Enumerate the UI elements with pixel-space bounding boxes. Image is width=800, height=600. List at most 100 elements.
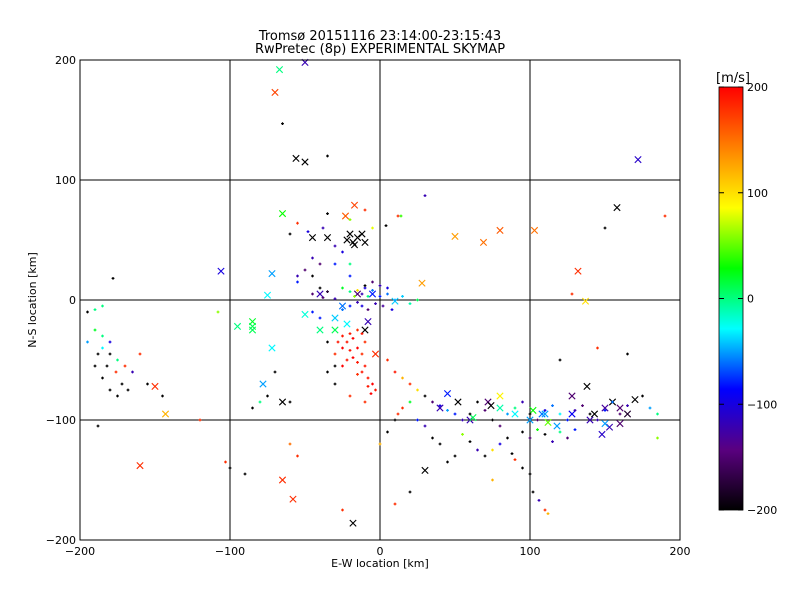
data-point-cross <box>316 290 324 298</box>
data-point-cross <box>538 410 546 418</box>
data-point-dot <box>101 346 104 350</box>
data-point-dot <box>318 262 322 266</box>
data-point-dot <box>321 226 325 230</box>
data-point-dot <box>369 392 373 395</box>
data-point-cross <box>268 270 276 278</box>
data-point-dot <box>453 454 457 458</box>
data-point-dot <box>378 284 382 287</box>
data-point-dot <box>581 404 584 407</box>
data-point-dot <box>326 290 329 293</box>
data-point-dot <box>318 286 322 290</box>
data-point-cross <box>308 234 317 242</box>
data-point-dot <box>374 302 377 305</box>
data-point-dot <box>476 400 479 404</box>
data-point-dot <box>366 376 370 380</box>
data-point-cross <box>590 410 599 418</box>
data-point-dot <box>333 382 337 386</box>
data-point-cross <box>541 410 549 418</box>
data-point-dot <box>120 382 124 386</box>
data-point-dot <box>401 376 404 380</box>
data-point-cross <box>278 476 287 484</box>
data-point-dot <box>348 274 352 278</box>
data-point-dot <box>408 302 412 305</box>
data-point-dot <box>399 214 403 218</box>
chart-title: Tromsø 20151116 23:14:00-23:15:43 <box>258 29 501 44</box>
colorbar-label: [m/s] <box>716 71 750 86</box>
data-point-dot <box>366 295 370 298</box>
data-point-cross <box>496 392 504 400</box>
data-point-cross <box>436 404 444 412</box>
data-point-dot <box>603 226 607 230</box>
colorbar-ticks: 200 100 0 −100 −200 <box>719 81 777 517</box>
data-point-dot <box>543 433 547 436</box>
data-point-dot <box>498 424 502 428</box>
data-point-cross <box>248 326 257 334</box>
data-point-dot <box>468 412 472 416</box>
data-point-dot <box>521 400 524 404</box>
data-point-dot <box>353 295 356 298</box>
data-point-cross <box>574 267 582 275</box>
data-point-dot <box>351 356 355 359</box>
data-point-cross <box>343 320 351 328</box>
data-point-dot <box>198 418 202 422</box>
data-point-dot <box>360 370 364 374</box>
data-point-dot <box>543 409 547 412</box>
data-point-dot <box>656 436 659 440</box>
data-point-dot <box>251 406 254 410</box>
data-point-dot <box>311 292 314 296</box>
data-point-dot <box>393 418 397 422</box>
data-point-dot <box>521 466 524 470</box>
y-tick-label: −200 <box>46 534 76 547</box>
data-point-dot <box>93 328 97 332</box>
data-point-cross <box>568 392 576 400</box>
data-point-dot <box>401 295 404 298</box>
data-point-cross <box>613 204 621 212</box>
data-point-cross <box>233 322 242 330</box>
data-point-dot <box>351 337 355 340</box>
data-point-dot <box>423 194 427 197</box>
data-point-cross <box>529 406 537 414</box>
data-point-dot <box>431 400 434 404</box>
data-point-dot <box>363 284 367 287</box>
data-point-dot <box>326 370 329 374</box>
data-point-dot <box>296 454 299 458</box>
data-point-cross <box>487 402 495 410</box>
data-point-dot <box>111 277 115 280</box>
data-point-dot <box>603 409 607 412</box>
data-point-cross <box>530 226 539 234</box>
data-point-dot <box>296 221 299 225</box>
colorbar-tick-label: 100 <box>747 187 768 200</box>
data-point-dot <box>341 508 344 512</box>
data-point-cross <box>259 380 267 388</box>
data-point-dot <box>468 440 472 443</box>
data-point-cross <box>511 410 519 418</box>
data-point-dot <box>108 352 112 356</box>
data-point-dot <box>356 361 359 364</box>
data-point-dot <box>348 262 352 266</box>
data-point-dot <box>546 512 550 515</box>
data-point-dot <box>114 370 118 374</box>
data-point-dot <box>273 370 277 374</box>
data-point-dot <box>416 298 419 302</box>
x-tick-label: −100 <box>215 545 245 558</box>
data-point-dot <box>333 352 337 356</box>
data-point-dot <box>296 280 299 284</box>
data-point-dot <box>333 244 337 248</box>
data-point-cross <box>469 414 477 422</box>
data-point-cross <box>301 310 309 318</box>
data-point-dot <box>101 304 104 308</box>
data-point-cross <box>616 404 624 412</box>
data-point-dot <box>483 454 487 458</box>
data-point-dot <box>573 428 577 431</box>
data-point-dot <box>360 352 364 356</box>
data-point-dot <box>326 340 329 344</box>
x-tick-label: −200 <box>65 545 95 558</box>
data-point-dot <box>570 292 574 296</box>
data-point-dot <box>374 388 377 392</box>
data-point-cross <box>634 156 642 164</box>
data-point-dot <box>311 274 314 278</box>
data-point-dot <box>648 406 652 410</box>
data-point-dot <box>543 508 547 512</box>
data-point-dot <box>528 412 532 416</box>
data-point-cross <box>278 398 287 406</box>
